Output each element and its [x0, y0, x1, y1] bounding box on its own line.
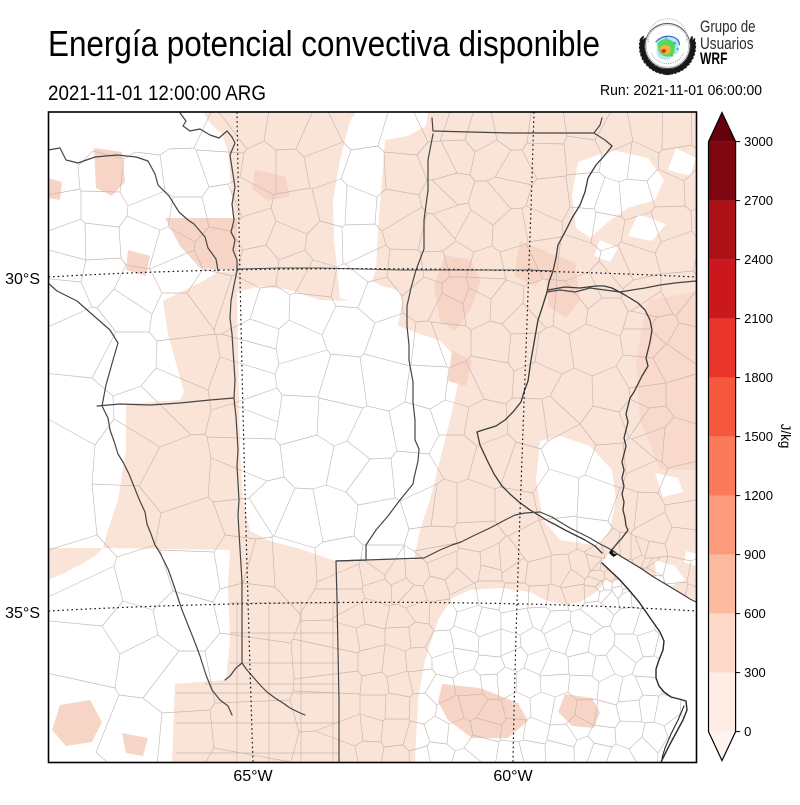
- svg-text:2100: 2100: [744, 311, 773, 326]
- svg-text:1200: 1200: [744, 488, 773, 503]
- svg-text:WRF: WRF: [700, 50, 728, 68]
- svg-text:300: 300: [744, 665, 766, 680]
- svg-text:1500: 1500: [744, 429, 773, 444]
- svg-text:Run: 2021-11-01 06:00:00: Run: 2021-11-01 06:00:00: [600, 83, 762, 99]
- svg-text:Energía potencial convectiva d: Energía potencial convectiva disponible: [48, 23, 600, 64]
- svg-text:2700: 2700: [744, 193, 773, 208]
- svg-text:2021-11-01 12:00:00 ARG: 2021-11-01 12:00:00 ARG: [48, 81, 266, 105]
- svg-text:Grupo de: Grupo de: [700, 17, 756, 36]
- svg-text:600: 600: [744, 606, 766, 621]
- svg-text:1800: 1800: [744, 370, 773, 385]
- svg-text:35°S: 35°S: [5, 605, 40, 622]
- svg-text:30°S: 30°S: [5, 271, 40, 288]
- svg-text:J/kg: J/kg: [778, 424, 793, 449]
- svg-text:0: 0: [744, 724, 751, 739]
- svg-text:65°W: 65°W: [233, 768, 273, 785]
- svg-text:2400: 2400: [744, 252, 773, 267]
- svg-text:60°W: 60°W: [493, 768, 533, 785]
- svg-text:Usuarios: Usuarios: [700, 34, 754, 53]
- svg-text:3000: 3000: [744, 134, 773, 149]
- svg-text:900: 900: [744, 547, 766, 562]
